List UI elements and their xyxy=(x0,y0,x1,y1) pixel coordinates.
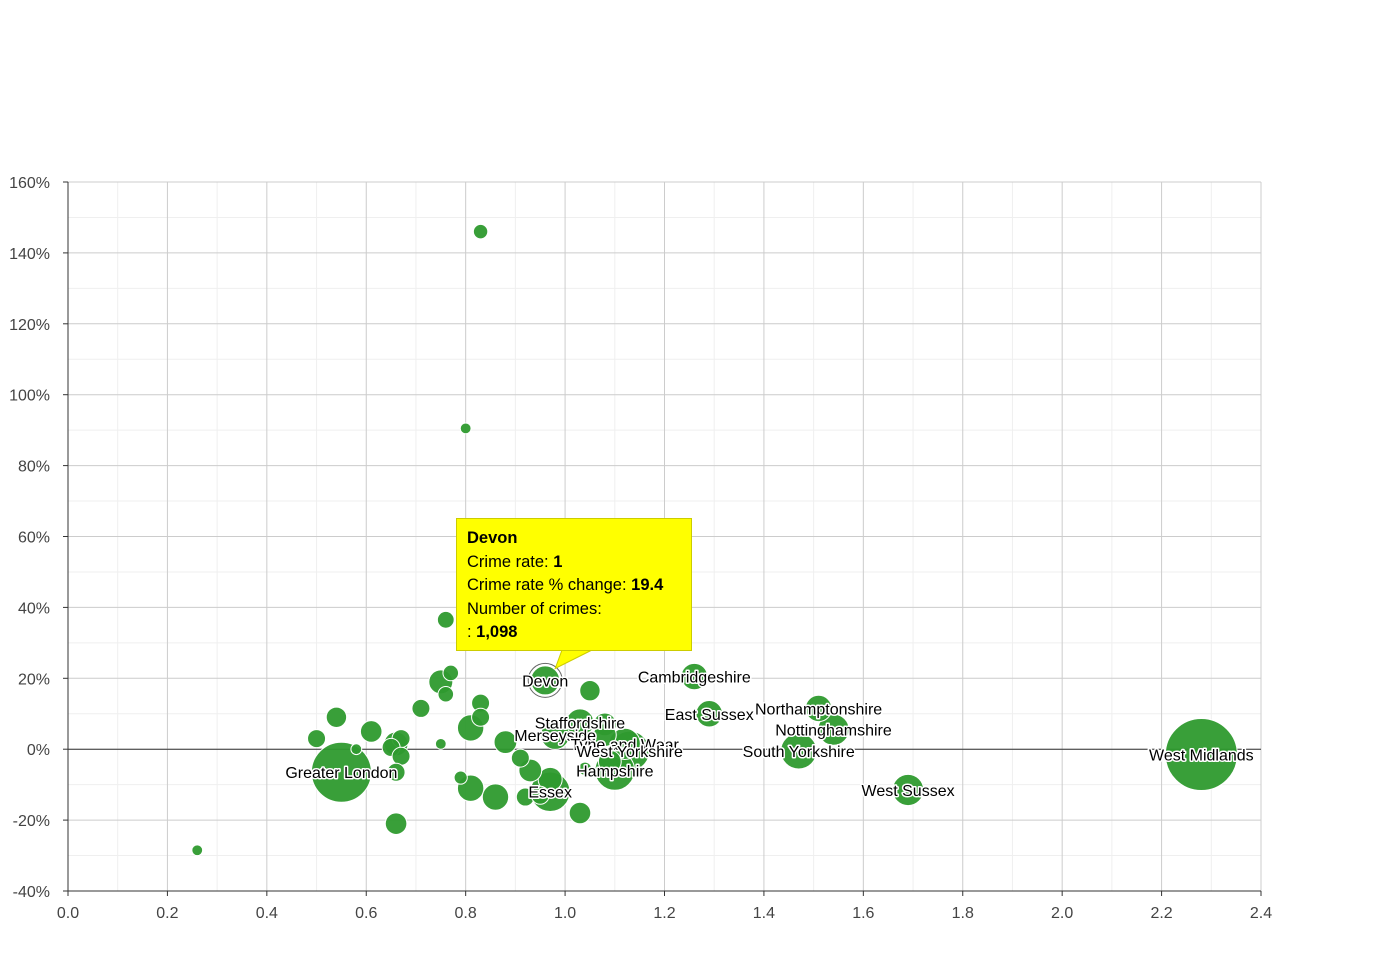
bubble-unlabeled[interactable] xyxy=(592,723,617,747)
bubble-unlabeled[interactable] xyxy=(437,685,455,703)
bubble-labels: West Midlands Greater London West Sussex So… xyxy=(284,668,1255,803)
bubble-south-yorkshire[interactable] xyxy=(780,732,818,770)
x-tick-label: 0.6 xyxy=(355,905,377,922)
x-tick-label: 1.4 xyxy=(753,905,775,922)
x-tick-label: 2.0 xyxy=(1051,905,1073,922)
x-tick-label: 1.2 xyxy=(653,905,675,922)
bubble-unlabeled[interactable] xyxy=(436,610,455,629)
bubble-label: Essex xyxy=(528,785,572,802)
x-tick-label: 2.4 xyxy=(1250,905,1272,922)
x-tick-label: 2.2 xyxy=(1150,905,1172,922)
bubble-unlabeled[interactable] xyxy=(307,729,327,749)
axes xyxy=(63,181,1262,896)
tooltip-title: Devon xyxy=(467,529,518,547)
y-axis-tick-labels: -40% -20% 0% 20% 40% 60% 80% 100% 120% 140% 160% xyxy=(9,175,50,901)
bubble-cambridgeshire[interactable] xyxy=(680,662,709,691)
bubble-highlight-ring xyxy=(527,662,563,698)
x-tick-label: 0.8 xyxy=(455,905,477,922)
bubble-label: West Midlands xyxy=(1149,748,1254,765)
bubble-unlabeled[interactable] xyxy=(579,680,601,702)
y-tick-label: -20% xyxy=(13,813,50,830)
bubble-nottinghamshire[interactable] xyxy=(817,713,850,746)
bubble-unlabeled[interactable] xyxy=(386,762,406,782)
bubble-unlabeled[interactable] xyxy=(411,698,431,718)
tooltip-crimes-value: 1,098 xyxy=(476,623,518,641)
bubbles xyxy=(191,223,1238,857)
bubble-west-midlands[interactable] xyxy=(1164,718,1238,792)
bubble-unlabeled[interactable] xyxy=(510,748,530,768)
x-tick-label: 1.0 xyxy=(554,905,576,922)
y-tick-label: 100% xyxy=(9,388,50,405)
bubble-merseyside[interactable] xyxy=(540,720,571,750)
bubble-label: West Yorkshire xyxy=(576,744,683,761)
y-tick-label: 160% xyxy=(9,175,50,192)
bubble-label: West Sussex xyxy=(862,783,955,800)
bubble-unlabeled[interactable] xyxy=(481,783,510,811)
x-tick-label: 0.2 xyxy=(156,905,178,922)
bubble-unlabeled[interactable] xyxy=(472,223,489,240)
bubble-label: Northamptonshire xyxy=(755,701,882,718)
bubble-unlabeled[interactable] xyxy=(384,812,408,835)
tooltip-crimes-label: Number of crimes: xyxy=(467,599,602,618)
bubble-unlabeled[interactable] xyxy=(453,770,468,785)
tooltip-pointer xyxy=(554,649,593,670)
tooltip-crime-rate-label: Crime rate: xyxy=(467,552,554,571)
y-tick-label: -40% xyxy=(13,884,50,901)
bubble-label: Devon xyxy=(522,673,568,690)
tooltip: Devon Crime rate: 1 Crime rate % change:… xyxy=(456,518,692,651)
bubble-west-sussex[interactable] xyxy=(891,773,925,807)
x-tick-label: 0.4 xyxy=(256,905,278,922)
x-tick-label: 1.8 xyxy=(952,905,974,922)
bubble-label: Merseyside xyxy=(514,728,596,745)
bubble-label: Cambridgeshire xyxy=(638,670,751,687)
bubble-unlabeled[interactable] xyxy=(459,422,472,435)
x-axis-tick-labels: 0.0 0.2 0.4 0.6 0.8 1.0 1.2 1.4 1.6 1.8 2.0 2.2 2.4 xyxy=(57,905,1272,922)
y-tick-label: 0% xyxy=(27,742,50,759)
y-tick-label: 20% xyxy=(18,671,50,688)
bubble-unlabeled[interactable] xyxy=(359,720,383,743)
bubble-label: Nottinghamshire xyxy=(775,723,892,740)
bubble-label: Tyne and Wear xyxy=(571,737,680,754)
x-tick-label: 1.6 xyxy=(852,905,874,922)
bubble-east-sussex[interactable] xyxy=(695,700,723,728)
bubble-unlabeled[interactable] xyxy=(350,743,363,756)
bubble-unlabeled[interactable] xyxy=(577,761,593,776)
y-tick-label: 60% xyxy=(18,530,50,547)
bubble-label: East Sussex xyxy=(665,707,754,724)
bubble-northamptonshire[interactable] xyxy=(804,694,833,723)
x-tick-label: 0.0 xyxy=(57,905,79,922)
bubble-unlabeled[interactable] xyxy=(391,746,411,766)
bubble-unlabeled[interactable] xyxy=(530,785,550,805)
y-tick-label: 40% xyxy=(18,600,50,617)
tooltip-crimes-prefix: : xyxy=(467,623,477,641)
tooltip-arrow xyxy=(554,649,593,670)
bubble-greater-london[interactable] xyxy=(310,741,372,803)
y-tick-label: 140% xyxy=(9,246,50,263)
bubble-label: Hampshire xyxy=(576,763,653,780)
bubble-unlabeled[interactable] xyxy=(568,801,592,825)
bubble-unlabeled[interactable] xyxy=(325,706,348,728)
bubble-unlabeled[interactable] xyxy=(597,749,622,774)
y-tick-label: 120% xyxy=(9,317,50,334)
bubble-unlabeled[interactable] xyxy=(191,844,204,857)
bubble-devon[interactable] xyxy=(529,664,562,697)
bubble-unlabeled[interactable] xyxy=(442,664,460,682)
y-tick-label: 80% xyxy=(18,459,50,476)
bubble-unlabeled[interactable] xyxy=(471,707,491,727)
bubble-label: Staffordshire xyxy=(535,716,626,733)
bubble-unlabeled[interactable] xyxy=(493,730,518,755)
bubble-label: Greater London xyxy=(285,765,397,782)
tooltip-change-label: Crime rate % change: xyxy=(467,576,632,594)
tooltip-crime-rate-value: 1 xyxy=(553,552,563,571)
bubble-label: South Yorkshire xyxy=(743,744,855,761)
tooltip-change-value: 19.4 xyxy=(631,576,664,594)
bubble-unlabeled[interactable] xyxy=(434,737,447,750)
